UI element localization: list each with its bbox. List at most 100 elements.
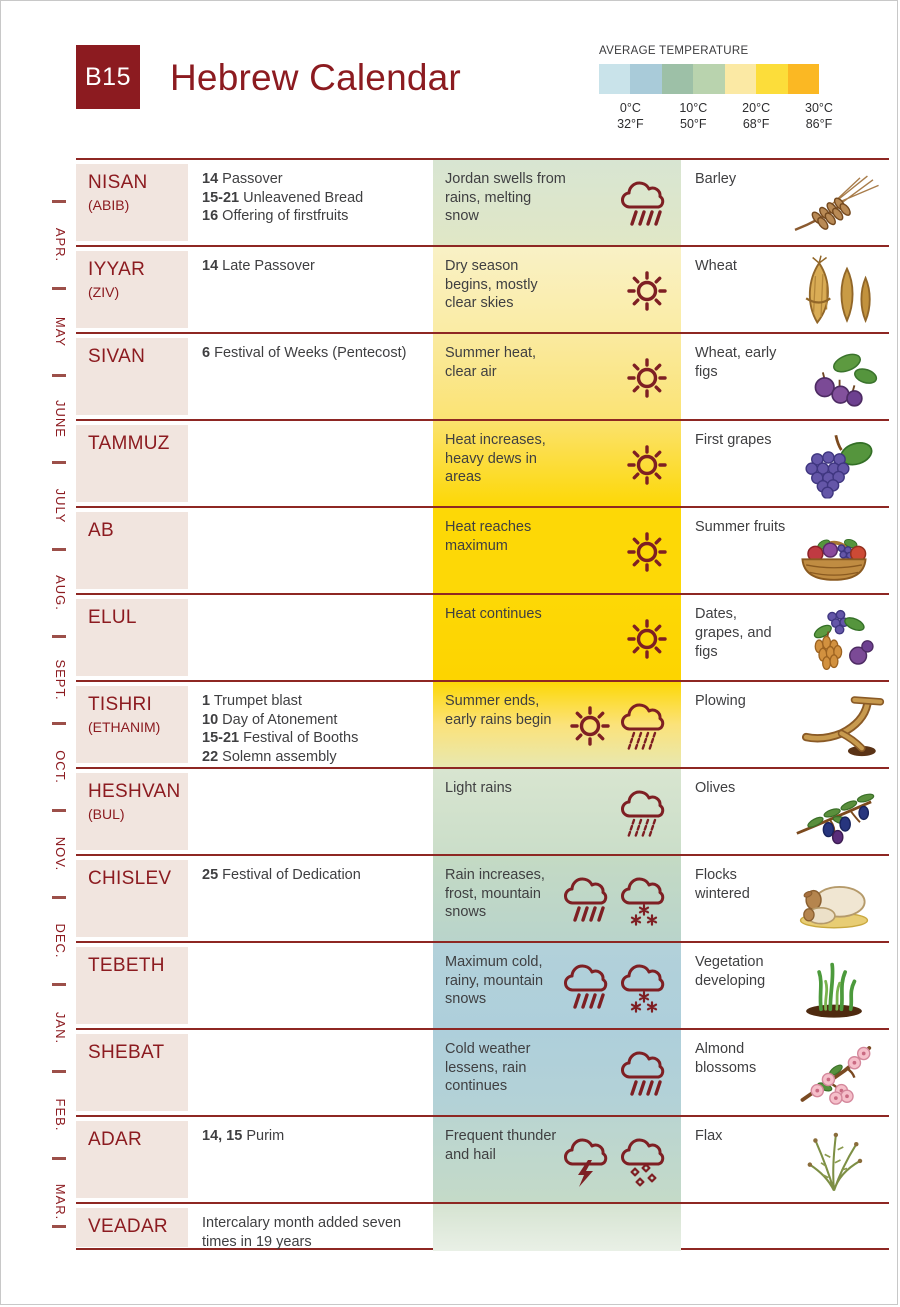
- month-cell: SHEBAT: [76, 1030, 188, 1115]
- month-cell: TISHRI (ETHANIM): [76, 682, 188, 767]
- crop-illustration: [782, 777, 886, 846]
- page-code-badge: B15: [76, 45, 140, 109]
- table-row: IYYAR (ZIV) 14 Late Passover Dry season beg…: [76, 245, 889, 332]
- festival-item: 10 Day of Atonement: [202, 711, 423, 730]
- rail-dash: [52, 722, 66, 725]
- festival-date: 16: [202, 208, 219, 225]
- festival-date: 15-21: [202, 730, 240, 747]
- temperature-tick: 30°C 86°F: [805, 100, 833, 132]
- rain-icon: [621, 1050, 665, 1096]
- month-cell-background: HESHVAN (BUL): [76, 773, 188, 850]
- rail-dash: [52, 200, 66, 203]
- month-cell-background: ELUL: [76, 599, 188, 676]
- crop-illustration: [782, 690, 886, 759]
- flax-illustration: [807, 1132, 863, 1191]
- month-alt-name: (ETHANIM): [88, 719, 161, 735]
- month-cell: TAMMUZ: [76, 421, 188, 506]
- weather-icons: [562, 1134, 671, 1188]
- crops-cell: Barley: [681, 160, 889, 245]
- table-row: CHISLEV 25 Festival of Dedication Rain inc…: [76, 854, 889, 941]
- festival-text: Day of Atonement: [222, 711, 338, 728]
- weather-cell: Maximum cold, rainy, mountain snows: [433, 943, 681, 1028]
- weather-description: Dry season begins, mostly clear skies: [445, 258, 538, 312]
- weather-description: Rain increases, frost, mountain snows: [445, 867, 545, 921]
- festivals-cell: 14 Late Passover: [188, 247, 433, 332]
- crop-illustration: [782, 603, 886, 672]
- month-name: SHEBAT: [88, 1042, 165, 1063]
- basket-illustration: [801, 538, 867, 581]
- crops-label: Flax: [695, 1128, 723, 1144]
- rail-month-label: MAR.: [53, 1183, 68, 1221]
- weather-icons: [623, 525, 671, 579]
- crops-label: Almond blossoms: [695, 1041, 757, 1076]
- rail-dash: [52, 1070, 66, 1073]
- temperature-scale: [599, 64, 819, 94]
- festivals-cell: 14, 15 Purim: [188, 1117, 433, 1202]
- festival-item: 6 Festival of Weeks (Pentecost): [202, 344, 423, 363]
- month-name: HESHVAN: [88, 781, 181, 802]
- weather-description: Maximum cold, rainy, mountain snows: [445, 954, 544, 1008]
- table-row: SIVAN 6 Festival of Weeks (Pentecost) Summ…: [76, 332, 889, 419]
- weather-cell: Heat continues: [433, 595, 681, 680]
- sun-icon: [570, 705, 610, 746]
- festivals-cell: [188, 769, 433, 854]
- festival-text: Festival of Dedication: [222, 867, 361, 883]
- festival-text: Late Passover: [222, 258, 315, 274]
- month-name: ADAR: [88, 1129, 142, 1150]
- drizzle-icon: [621, 702, 665, 750]
- crops-cell: Flocks wintered: [681, 856, 889, 941]
- scale-segment: [599, 64, 631, 94]
- month-cell: AB: [76, 508, 188, 593]
- crops-label: Vegetation developing: [695, 954, 766, 989]
- table-row: AB Heat reaches maximum Summer fruits: [76, 506, 889, 593]
- month-name: CHISLEV: [88, 868, 172, 889]
- festival-date: 14, 15: [202, 1128, 243, 1144]
- crop-illustration: [782, 1125, 886, 1194]
- festival-text: Festival of Weeks (Pentecost): [214, 345, 407, 361]
- crops-cell: Plowing: [681, 682, 889, 767]
- table-row: ELUL Heat continues Dates, grapes, and fig…: [76, 593, 889, 680]
- weather-description: Cold weather lessens, rain continues: [445, 1041, 531, 1095]
- rail-month-label: NOV.: [53, 836, 68, 872]
- weather-description: Heat continues: [445, 606, 542, 622]
- festival-item: 15-21 Festival of Booths: [202, 729, 423, 748]
- festivals-cell: [188, 595, 433, 680]
- weather-description: Summer ends, early rains begin: [445, 693, 552, 728]
- scale-segment: [724, 64, 757, 94]
- weather-cell: Frequent thunder and hail: [433, 1117, 681, 1202]
- tick-fahrenheit: 68°F: [742, 117, 770, 131]
- month-cell: VEADAR: [76, 1204, 188, 1251]
- page-title: Hebrew Calendar: [170, 57, 461, 98]
- table-row: VEADAR Intercalary month added seven time…: [76, 1202, 889, 1252]
- table-row: TISHRI (ETHANIM) 1 Trumpet blast 10 Day of …: [76, 680, 889, 767]
- crops-cell: Olives: [681, 769, 889, 854]
- rail-dash: [52, 896, 66, 899]
- barley-illustration: [794, 175, 879, 231]
- weather-cell: Dry season begins, mostly clear skies: [433, 247, 681, 332]
- crops-label: Wheat, early figs: [695, 345, 777, 380]
- crops-cell: Wheat: [681, 247, 889, 332]
- month-cell: NISAN (ABIB): [76, 160, 188, 245]
- month-cell-background: SHEBAT: [76, 1034, 188, 1111]
- weather-icons: [623, 438, 671, 492]
- festival-item: 22 Solemn assembly: [202, 748, 423, 767]
- festival-item: 25 Festival of Dedication: [202, 866, 423, 885]
- rail-dash: [52, 1157, 66, 1160]
- weather-cell: Cold weather lessens, rain continues: [433, 1030, 681, 1115]
- crops-label: Plowing: [695, 693, 746, 709]
- month-name: TAMMUZ: [88, 433, 170, 454]
- rail-dash: [52, 548, 66, 551]
- weather-icons: [619, 1047, 671, 1101]
- festival-text: Passover: [222, 171, 283, 187]
- scale-segment: [661, 64, 694, 94]
- sun-icon: [627, 357, 667, 398]
- table-row: HESHVAN (BUL) Light rains Olives: [76, 767, 889, 854]
- rail-month-label: APR.: [53, 227, 68, 263]
- temperature-tick: 10°C 50°F: [679, 100, 707, 132]
- tick-celsius: 0°C: [619, 101, 641, 115]
- temperature-tick: 20°C 68°F: [742, 100, 770, 132]
- weather-cell: Light rains: [433, 769, 681, 854]
- festival-item: 1 Trumpet blast: [202, 692, 423, 711]
- weather-description: Frequent thunder and hail: [445, 1128, 557, 1163]
